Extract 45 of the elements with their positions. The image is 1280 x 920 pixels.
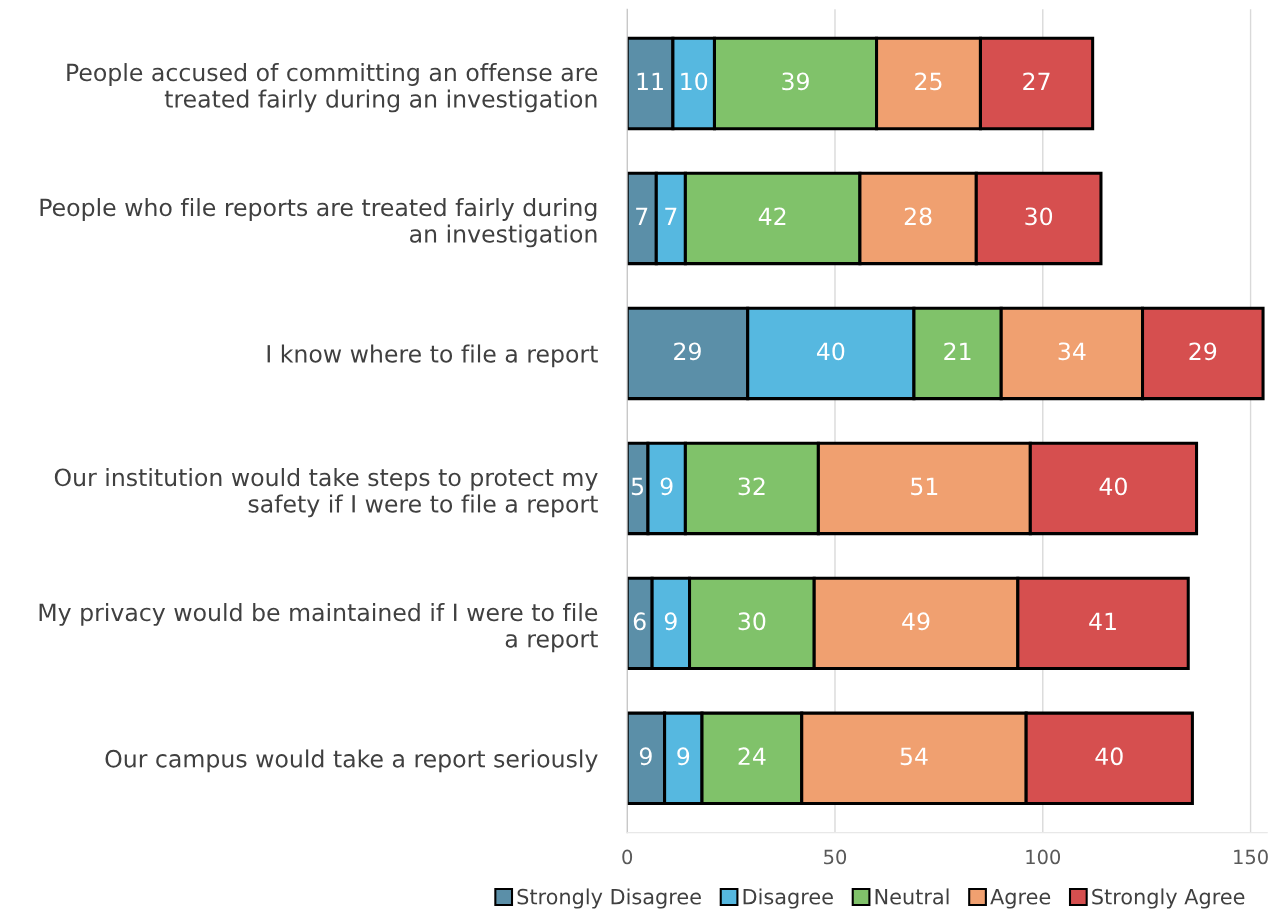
y-tick-label: Our campus would take a report seriously — [105, 749, 598, 773]
data-label: 40 — [816, 342, 845, 361]
data-label: 30 — [1025, 207, 1053, 226]
y-tick-label: Our institution would take steps to protect my safety if I were to file a report — [54, 468, 598, 518]
x-tick-label: 150 — [1234, 849, 1268, 865]
data-label: 42 — [758, 207, 786, 225]
legend-label: Strongly Disagree — [517, 888, 701, 909]
data-label: 30 — [738, 612, 766, 631]
data-label: 9 — [660, 477, 673, 496]
y-tick-label: My privacy would be maintained if I were to file a report — [39, 602, 598, 653]
data-label: 29 — [674, 342, 701, 361]
data-label: 28 — [904, 207, 932, 226]
data-label: 9 — [639, 747, 652, 766]
data-label: 51 — [911, 477, 938, 496]
legend-label: Neutral — [875, 888, 949, 905]
data-label: 7 — [636, 207, 648, 225]
y-tick-label: People accused of committing an offense are treated fairly during an investigation — [67, 63, 598, 113]
data-label: 40 — [1095, 747, 1123, 766]
data-label: 49 — [902, 612, 930, 631]
x-tick-label: 50 — [824, 849, 847, 865]
data-label: 39 — [782, 72, 809, 91]
data-label: 34 — [1058, 342, 1086, 361]
data-label: 40 — [1099, 477, 1127, 496]
data-label: 24 — [738, 747, 766, 765]
data-label: 9 — [677, 747, 690, 766]
legend-label: Disagree — [743, 888, 833, 909]
data-label: 29 — [1189, 342, 1217, 361]
data-label: 10 — [681, 72, 708, 91]
data-label: 25 — [915, 72, 942, 91]
data-label: 6 — [633, 612, 646, 631]
data-label: 21 — [944, 342, 971, 360]
x-tick-label: 100 — [1026, 849, 1061, 865]
data-label: 41 — [1089, 612, 1116, 630]
legend-label: Agree — [990, 889, 1051, 909]
x-tick-label: 0 — [622, 849, 633, 865]
data-label: 11 — [637, 72, 663, 90]
y-tick-label: People who file reports are treated fairly during an investigation — [40, 198, 597, 248]
data-label: 7 — [665, 207, 677, 225]
data-label: 32 — [738, 477, 765, 496]
data-label: 9 — [664, 612, 677, 631]
data-label: 27 — [1023, 72, 1050, 90]
data-label: 54 — [900, 747, 928, 766]
y-tick-label: I know where to file a report — [267, 344, 598, 368]
legend-label: Strongly Agree — [1092, 888, 1245, 909]
data-label: 5 — [631, 477, 644, 496]
